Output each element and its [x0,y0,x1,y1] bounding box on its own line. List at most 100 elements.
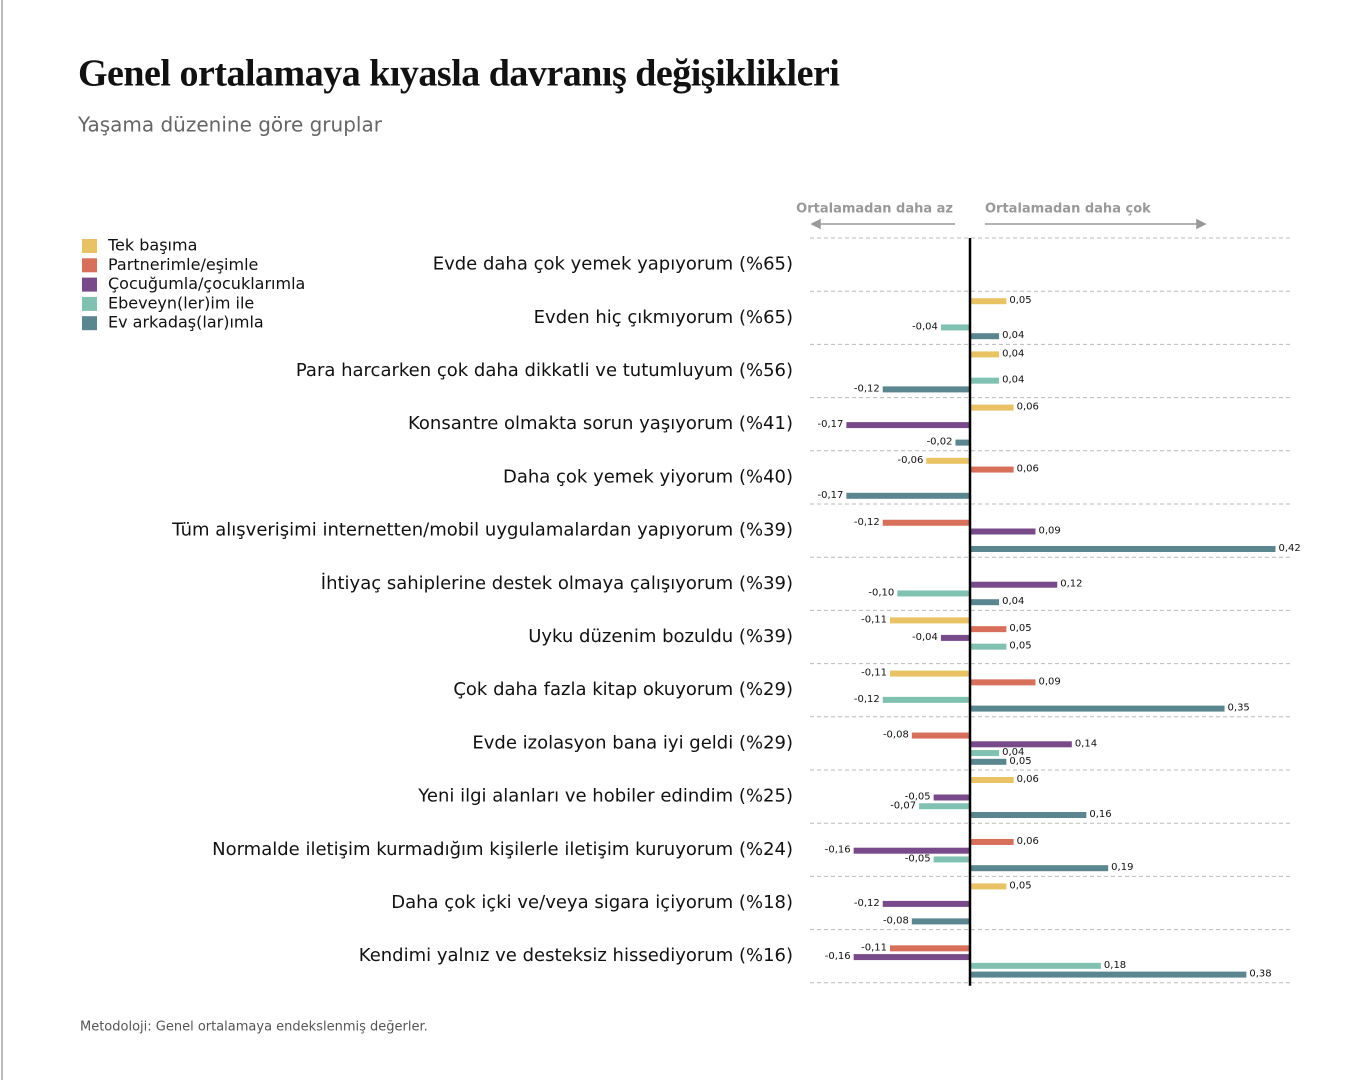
category-label: Daha çok yemek yiyorum (%40) [503,466,793,487]
value-label: -0,05 [905,792,931,803]
category-label: Para harcarken çok daha dikkatli ve tutu… [296,360,793,381]
legend-swatch [82,277,97,292]
value-label: -0,12 [854,898,880,909]
category-label: Evden hiç çıkmıyorum (%65) [534,307,793,328]
value-label: 0,05 [1009,623,1031,634]
bar [940,634,970,641]
chart-title: Genel ortalamaya kıyasla davranış değişi… [78,53,839,95]
value-label: -0,06 [897,455,923,466]
bar [970,777,1014,783]
bar [853,954,970,961]
value-label: -0,12 [854,694,880,705]
category-label: Uyku düzenim bozuldu (%39) [528,626,793,647]
category-label: Evde izolasyon bana iyi geldi (%29) [472,732,793,753]
value-label: 0,09 [1038,676,1060,687]
category-label: Çok daha fazla kitap okuyorum (%29) [453,679,793,700]
value-label: 0,05 [1009,295,1031,306]
bar [933,794,970,801]
value-label: 0,04 [1002,375,1024,386]
bar [882,386,970,393]
value-label: -0,11 [861,668,887,679]
value-label: 0,06 [1017,464,1039,475]
value-label: 0,18 [1104,960,1126,971]
bar [846,422,970,429]
bar [970,705,1225,712]
bar [970,581,1058,588]
bar [970,812,1087,818]
value-label: 0,35 [1228,703,1250,714]
category-label: Yeni ilgi alanları ve hobiler edindim (%… [417,786,793,807]
bar [970,298,1007,305]
bar [970,626,1007,633]
value-label: 0,06 [1017,402,1039,413]
bar [882,519,970,526]
bar [970,679,1036,686]
bar [970,971,1247,978]
chart-subtitle: Yaşama düzenine göre gruplar [77,113,383,137]
legend-swatch [82,258,97,273]
value-label: -0,08 [883,730,909,741]
value-label: 0,14 [1075,738,1097,749]
bar [890,945,970,952]
bar [882,696,970,703]
bar [933,856,970,863]
category-label: Daha çok içki ve/veya sigara içiyorum (%… [391,892,793,913]
bar [970,351,1000,358]
value-label: -0,07 [890,800,916,811]
legend-label: Partnerimle/eşimle [108,255,258,274]
legend-label: Ev arkadaş(lar)ımla [108,313,264,332]
value-label: 0,19 [1111,862,1133,873]
bar [970,599,1000,606]
bar [926,457,970,464]
value-label: 0,12 [1060,579,1082,590]
bar [970,758,1007,765]
bar [940,324,970,331]
category-label: Kendimi yalnız ve desteksiz hissediyorum… [359,945,793,966]
value-label: -0,08 [883,915,909,926]
value-label: 0,04 [1002,330,1024,341]
bar [882,900,970,907]
bar [970,838,1014,845]
legend-swatch [82,239,97,253]
annotation-less: Ortalamadan daha az [796,202,953,217]
value-label: -0,04 [912,632,938,643]
annotation-more: Ortalamadan daha çok [985,202,1151,217]
legend-swatch [82,296,97,311]
bar [955,439,970,446]
value-label: 0,05 [1009,641,1031,652]
value-label: -0,02 [927,437,953,448]
value-label: 0,06 [1017,774,1039,785]
legend-label: Tek başıma [107,236,197,255]
bar [970,528,1036,535]
value-label: -0,16 [825,845,851,856]
value-label: -0,11 [861,614,887,625]
value-label: -0,04 [912,321,938,332]
value-label: -0,12 [854,383,880,394]
value-label: 0,09 [1038,526,1060,537]
bar [970,404,1014,411]
bar [970,546,1276,552]
bar [890,670,970,677]
category-label: Evde daha çok yemek yapıyorum (%65) [433,254,793,275]
footnote: Metodoloji: Genel ortalamaya endekslenmi… [80,1020,428,1035]
category-label: İhtiyaç sahiplerine destek olmaya çalışı… [321,573,793,594]
bar [970,883,1007,890]
value-label: -0,10 [868,587,894,598]
bar [970,741,1072,748]
bar [853,847,970,854]
value-label: 0,42 [1278,543,1300,554]
bar [911,732,970,739]
value-label: 0,04 [1002,348,1024,359]
bar [970,750,1000,757]
value-label: 0,05 [1009,880,1031,891]
category-label: Normalde iletişim kurmadığım kişilerle i… [212,839,793,860]
value-label: 0,05 [1009,756,1031,767]
value-label: 0,38 [1249,969,1271,980]
annotation-arrows [810,218,1207,230]
category-label: Konsantre olmakta sorun yaşıyorum (%41) [408,413,793,434]
bar [970,333,1000,340]
bar [970,865,1109,872]
value-label: -0,16 [825,951,851,962]
